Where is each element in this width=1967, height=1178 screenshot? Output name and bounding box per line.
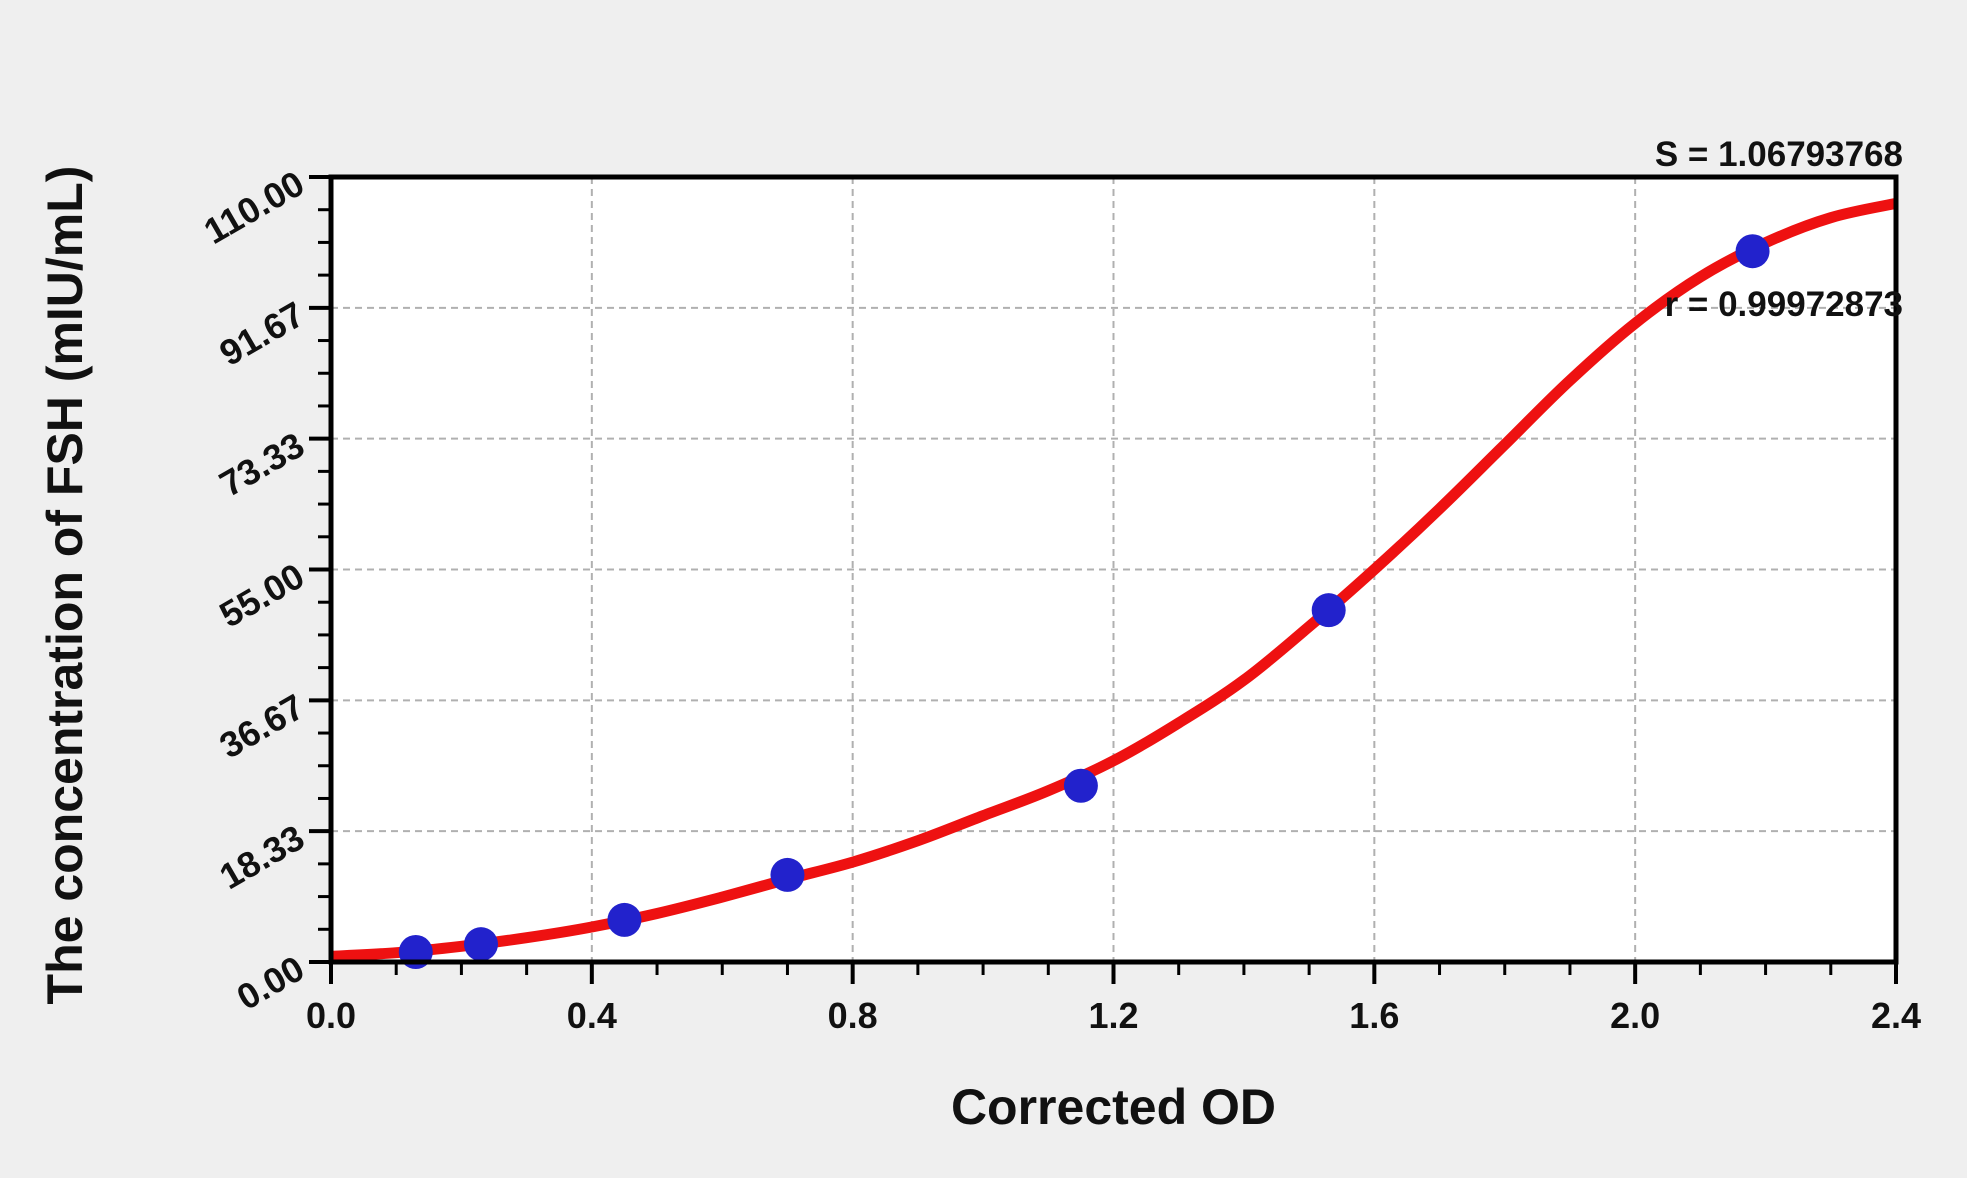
y-tick-label: 0.00 <box>230 947 311 1018</box>
y-tick-label: 55.00 <box>212 555 311 636</box>
fit-statistics: S = 1.06793768 r = 0.99972873 <box>1655 30 1903 430</box>
x-tick-label: 2.0 <box>1610 995 1660 1036</box>
data-point <box>607 902 642 937</box>
y-axis-title: The concentration of FSH (mIU/mL) <box>37 165 93 1005</box>
plot-frame <box>328 174 1899 965</box>
y-tick-label: 73.33 <box>212 424 311 505</box>
r-value-text: r = 0.99972873 <box>1664 285 1903 324</box>
s-value-text: S = 1.06793768 <box>1654 135 1903 174</box>
y-tick-label: 91.67 <box>212 293 311 374</box>
y-tick-label: 18.33 <box>212 817 311 898</box>
x-axis-title: Corrected OD <box>950 1079 1277 1135</box>
x-tick-label: 0.4 <box>567 995 617 1036</box>
x-tick-label: 0.8 <box>828 995 878 1036</box>
x-tick-label: 1.2 <box>1088 995 1138 1036</box>
x-tick-label: 0.0 <box>306 995 356 1036</box>
fitted-curve <box>331 197 1896 962</box>
data-point <box>463 927 498 962</box>
x-tick-label: 1.6 <box>1349 995 1399 1036</box>
data-point <box>1735 234 1770 269</box>
data-point <box>1063 768 1098 803</box>
data-point <box>770 857 805 892</box>
data-point <box>1311 593 1346 628</box>
x-tick-label: 2.4 <box>1871 995 1921 1036</box>
y-tick-label: 110.00 <box>197 162 311 252</box>
y-tick-label: 36.67 <box>212 686 311 767</box>
